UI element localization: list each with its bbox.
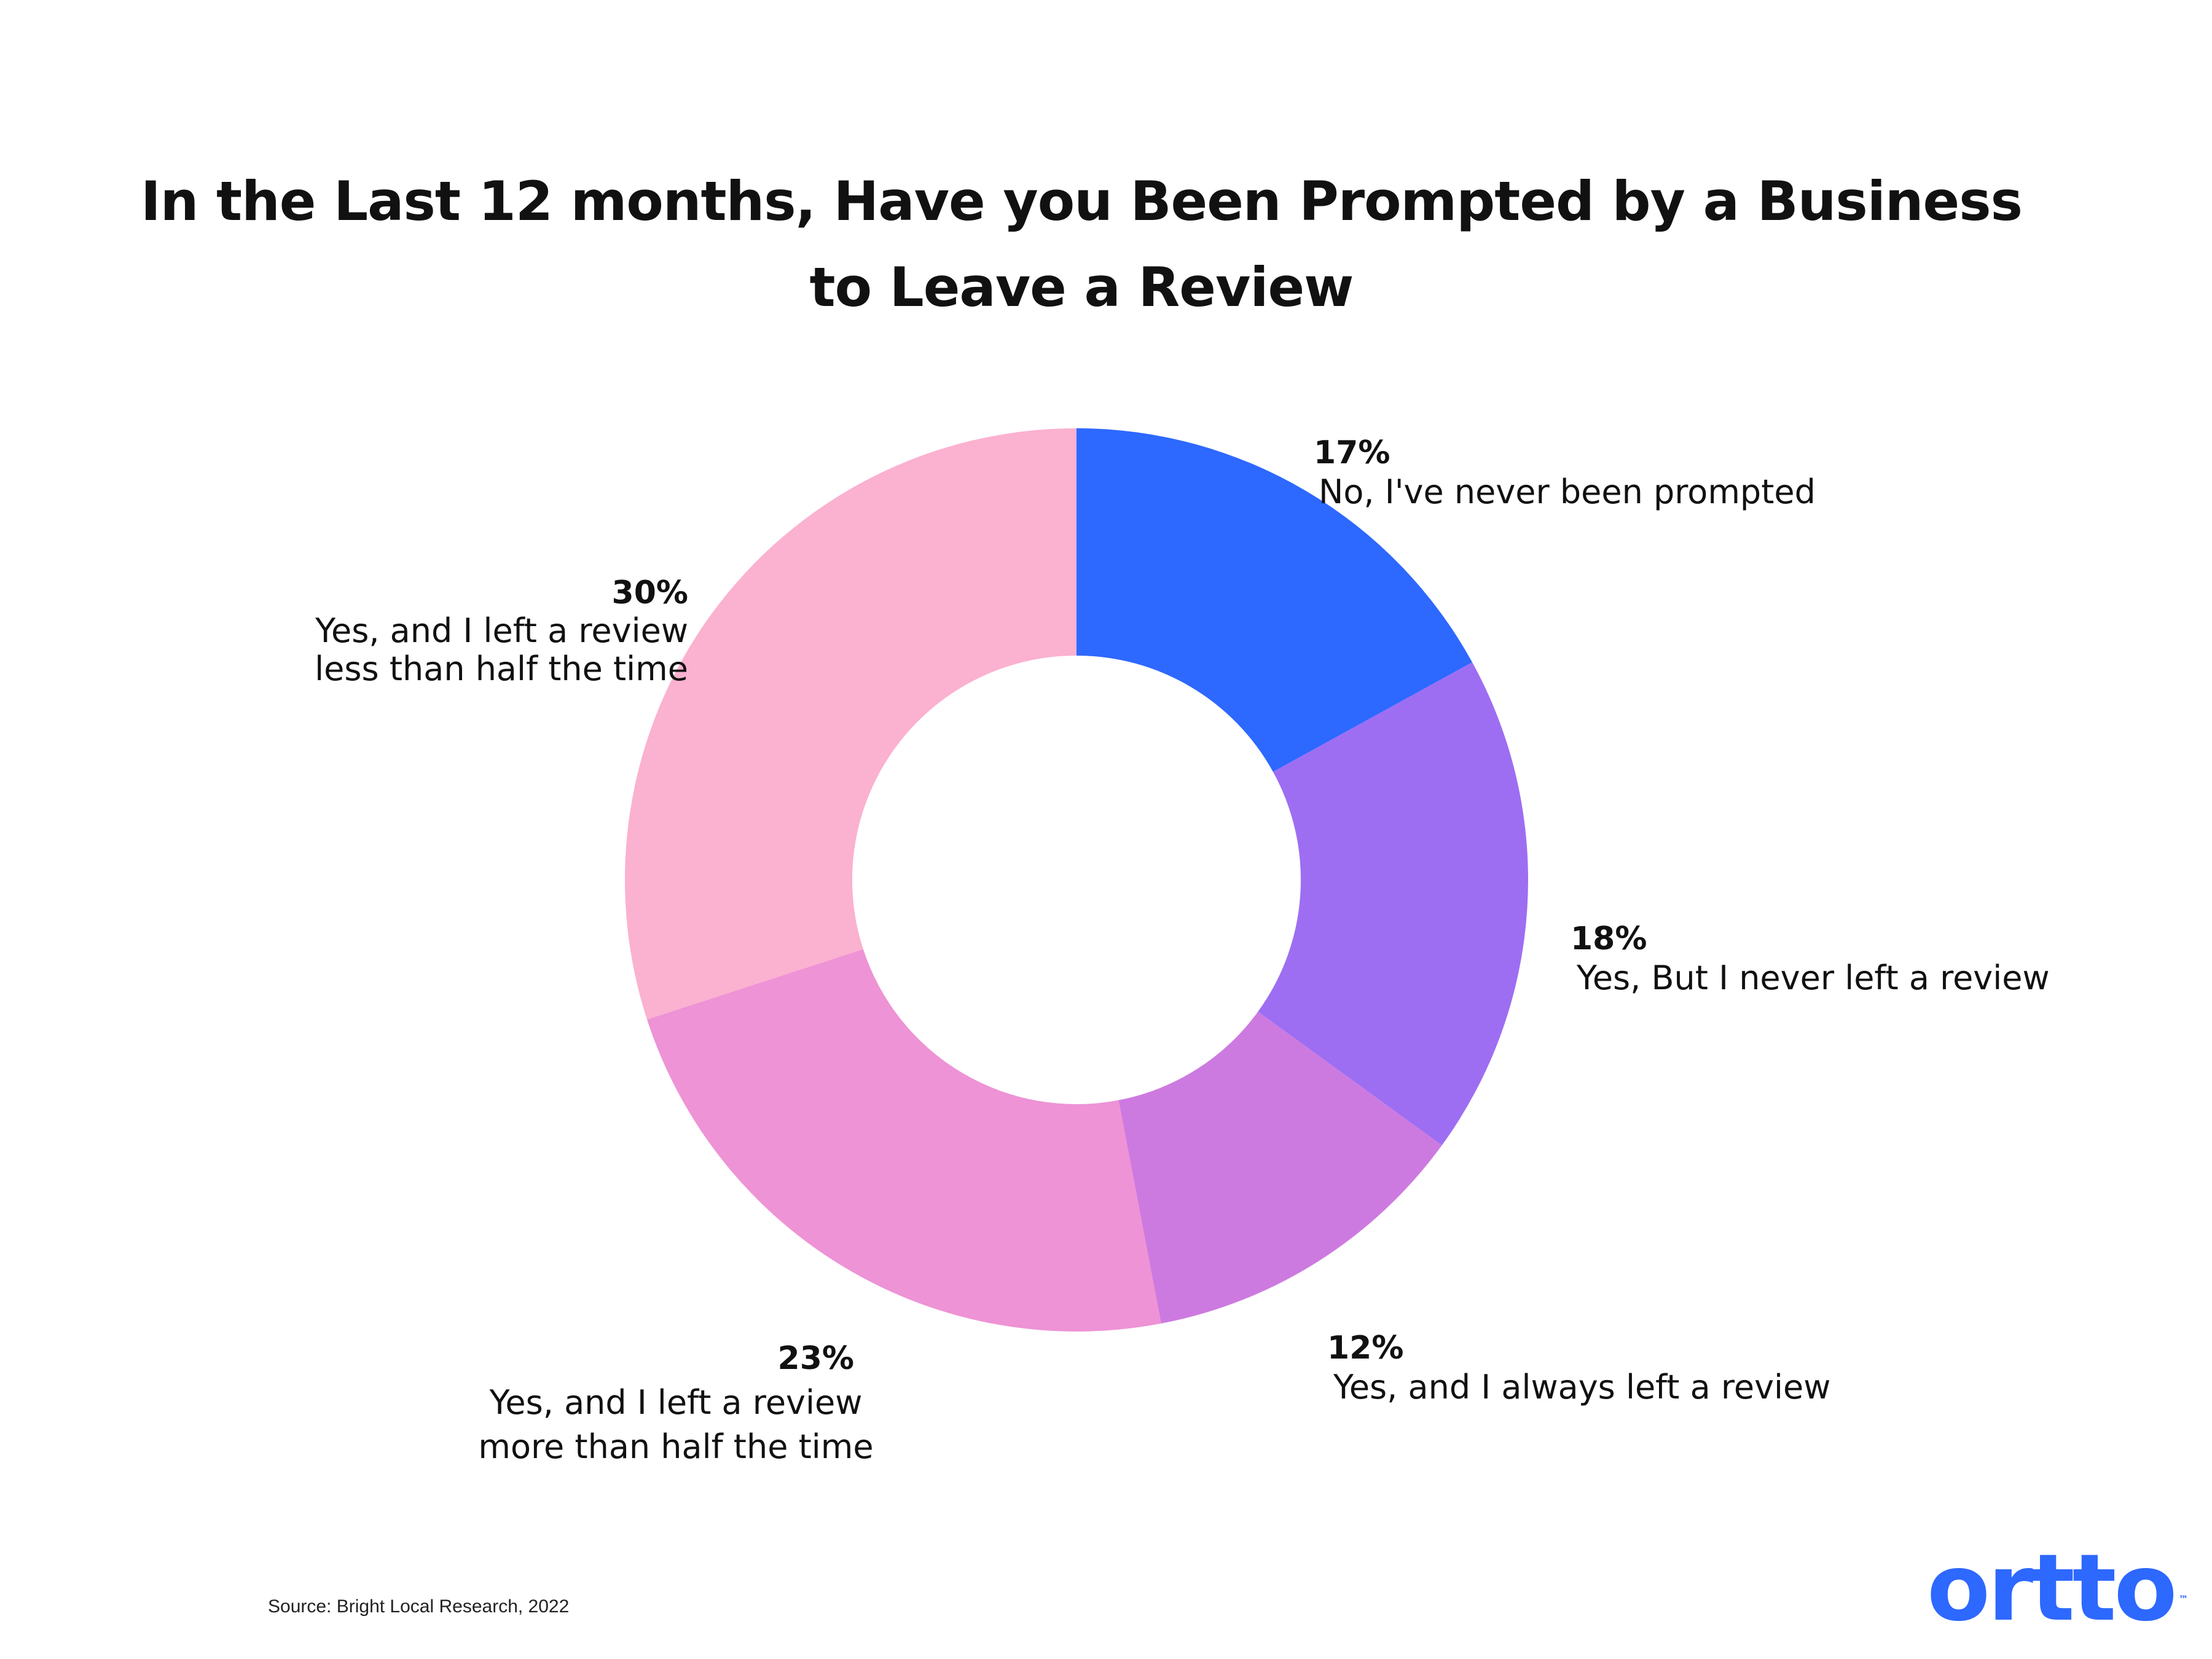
donut-slice-2	[1118, 1011, 1442, 1324]
donut-slice-0	[1077, 428, 1473, 772]
label-yes-always-left: 12% Yes, and I always left a review	[1327, 1328, 1830, 1407]
slice-category-label: Yes, and I left a review less than half …	[315, 611, 688, 688]
chart-title-line-1: In the Last 12 months, Have you Been Pro…	[141, 170, 2023, 233]
slice-percent-label: 23%	[777, 1340, 854, 1377]
slice-percent-label: 17%	[1314, 434, 1390, 471]
label-yes-less-than-half: 30% Yes, and I left a review less than h…	[295, 574, 688, 688]
slice-category-label: Yes, and I always left a review	[1333, 1368, 1831, 1406]
source-note: Source: Bright Local Research, 2022	[268, 1596, 570, 1617]
label-yes-never-left: 18% Yes, But I never left a review	[1571, 919, 2050, 998]
slice-percent-label: 18%	[1571, 920, 1647, 957]
donut-slice-4	[624, 428, 1077, 1020]
logo-wordmark: ortto	[1927, 1535, 2177, 1642]
donut-slice-3	[646, 949, 1161, 1332]
trademark-symbol: ™	[2178, 1593, 2189, 1605]
slice-category-label: Yes, But I never left a review	[1577, 959, 2050, 997]
ortto-logo[interactable]: ortto ™	[1927, 1542, 2189, 1634]
label-no-never-prompted: 17% No, I've never been prompted	[1314, 433, 1816, 512]
donut-slice-1	[1258, 662, 1528, 1146]
chart-title-line-2: to Leave a Review	[809, 256, 1354, 319]
slice-category-label: No, I've never been prompted	[1319, 473, 1816, 511]
slice-percent-label: 30%	[611, 575, 688, 611]
slice-category-label: Yes, and I left a review more than half …	[478, 1383, 874, 1466]
slice-percent-label: 12%	[1327, 1330, 1404, 1367]
label-yes-more-than-half: 23% Yes, and I left a review more than h…	[455, 1336, 897, 1469]
chart-title: In the Last 12 months, Have you Been Pro…	[0, 159, 2163, 331]
